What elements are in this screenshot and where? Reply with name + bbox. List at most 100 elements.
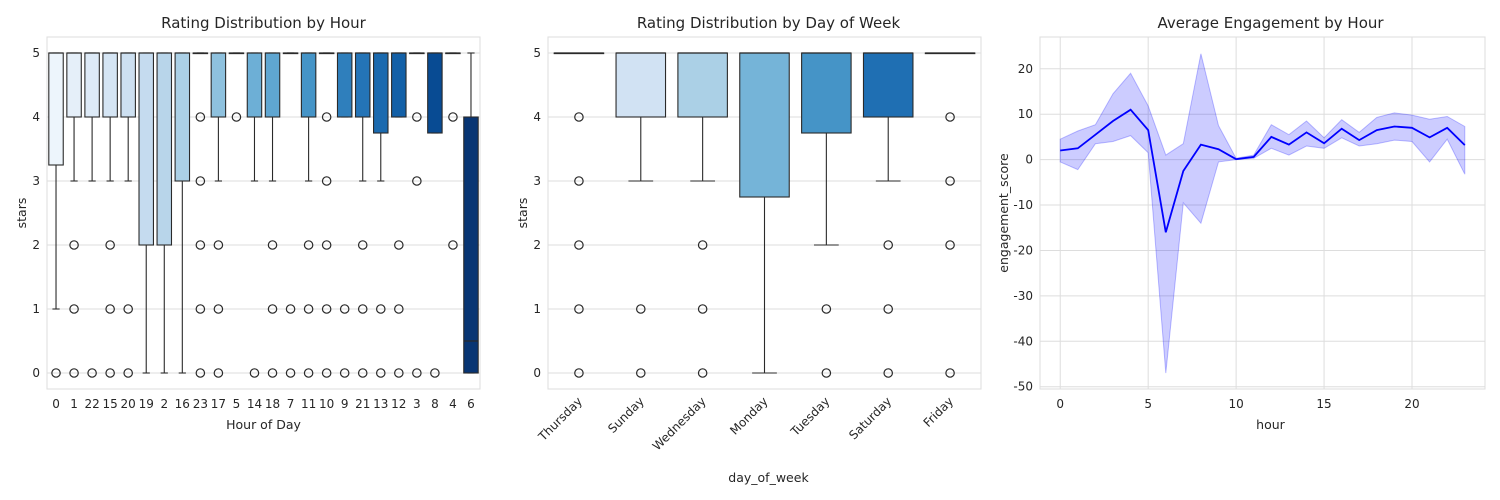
outlier-point xyxy=(249,368,260,378)
ytick-label: 2 xyxy=(533,238,541,252)
ytick-label: 4 xyxy=(32,110,40,124)
xtick-label: 15 xyxy=(103,397,118,411)
outlier-point xyxy=(574,112,584,122)
panel-3-xlabel: hour xyxy=(1256,417,1285,432)
outlier-point xyxy=(195,176,206,186)
box-body xyxy=(120,52,136,118)
box-body xyxy=(246,52,263,118)
confidence-band xyxy=(1059,53,1466,374)
box-body xyxy=(615,52,667,118)
outlier-point xyxy=(574,176,584,186)
box-6 xyxy=(463,52,479,374)
ytick-label: 1 xyxy=(32,302,40,316)
xtick-label: 12 xyxy=(391,397,406,411)
panel-engagement-by-hour: -50 -40 -30 -20 -10 0 10 20 0 5 10 15 20 Average En… xyxy=(996,14,1486,432)
outlier-point xyxy=(195,240,206,250)
xtick-label: 23 xyxy=(193,397,208,411)
ytick-label: 2 xyxy=(32,238,40,252)
box-17 xyxy=(210,52,227,378)
outlier-point xyxy=(635,368,646,378)
xtick-label: 19 xyxy=(139,397,154,411)
xtick-label: Monday xyxy=(727,394,770,437)
ytick-label: -20 xyxy=(1013,243,1033,257)
box-23 xyxy=(192,52,209,378)
xtick-label: 18 xyxy=(265,397,280,411)
xtick-label: 20 xyxy=(1404,397,1419,411)
outlier-point xyxy=(267,240,278,250)
ytick-label: -30 xyxy=(1013,289,1033,303)
outlier-point xyxy=(375,368,386,378)
box-22 xyxy=(84,52,100,378)
outlier-point xyxy=(231,112,242,122)
panel-1-ylabel: stars xyxy=(14,198,29,229)
box-20 xyxy=(120,52,136,378)
outlier-point xyxy=(635,304,646,314)
outlier-point xyxy=(213,368,224,378)
box-body xyxy=(102,52,118,118)
ytick-label: 20 xyxy=(1018,62,1033,76)
outlier-point xyxy=(69,240,79,250)
outlier-point xyxy=(339,368,350,378)
outlier-point xyxy=(339,304,350,314)
box-14 xyxy=(246,52,263,378)
outlier-point xyxy=(285,304,296,314)
outlier-point xyxy=(213,240,224,250)
outlier-point xyxy=(321,240,332,250)
panel-rating-by-day: 0 1 2 3 4 5 Thursday Sunday Wednesday Monday Tues… xyxy=(515,14,982,485)
panel-2-xlabel: day_of_week xyxy=(728,470,809,485)
panel-3-frame xyxy=(1039,36,1486,390)
outlier-point xyxy=(69,368,79,378)
outlier-point xyxy=(394,240,404,250)
outlier-point xyxy=(195,368,206,378)
box-4 xyxy=(445,52,461,250)
outlier-point xyxy=(105,304,115,314)
outlier-point xyxy=(821,304,832,314)
box-21 xyxy=(354,52,371,378)
panel-2-frame xyxy=(547,36,982,390)
outlier-point xyxy=(267,368,278,378)
outlier-point xyxy=(375,304,386,314)
xtick-label: 10 xyxy=(319,397,334,411)
xtick-label: Wednesday xyxy=(650,394,709,453)
outlier-point xyxy=(945,240,955,250)
box-12 xyxy=(391,52,407,378)
outlier-point xyxy=(321,304,332,314)
outlier-point xyxy=(357,304,368,314)
outlier-point xyxy=(697,304,708,314)
xtick-label: 21 xyxy=(355,397,370,411)
box-5 xyxy=(228,52,245,122)
outlier-point xyxy=(448,240,458,250)
xtick-label: 11 xyxy=(301,397,316,411)
outlier-point xyxy=(394,304,404,314)
xtick-label: 20 xyxy=(121,397,136,411)
ytick-label: 0 xyxy=(533,366,541,380)
box-body xyxy=(427,52,443,134)
outlier-point xyxy=(430,368,440,378)
ytick-label: -50 xyxy=(1013,380,1033,394)
outlier-point xyxy=(945,112,955,122)
ytick-label: 1 xyxy=(533,302,541,316)
xtick-label: Sunday xyxy=(605,394,647,436)
box-Monday xyxy=(739,52,790,374)
outlier-point xyxy=(303,304,314,314)
box-Tuesday xyxy=(801,52,852,378)
ytick-label: -10 xyxy=(1013,198,1033,212)
outlier-point xyxy=(883,368,894,378)
outlier-point xyxy=(412,368,422,378)
box-0 xyxy=(48,52,64,378)
xtick-label: 6 xyxy=(467,397,475,411)
box-body xyxy=(463,116,479,374)
outlier-point xyxy=(51,368,61,378)
box-body xyxy=(801,52,852,134)
box-body xyxy=(66,52,82,118)
box-16 xyxy=(174,52,191,374)
outlier-point xyxy=(883,304,894,314)
box-body xyxy=(300,52,317,118)
outlier-point xyxy=(303,240,314,250)
outlier-point xyxy=(321,368,332,378)
box-2 xyxy=(156,52,173,374)
ytick-label: -40 xyxy=(1013,334,1033,348)
panel-3-ylabel: engagement_score xyxy=(996,153,1011,273)
